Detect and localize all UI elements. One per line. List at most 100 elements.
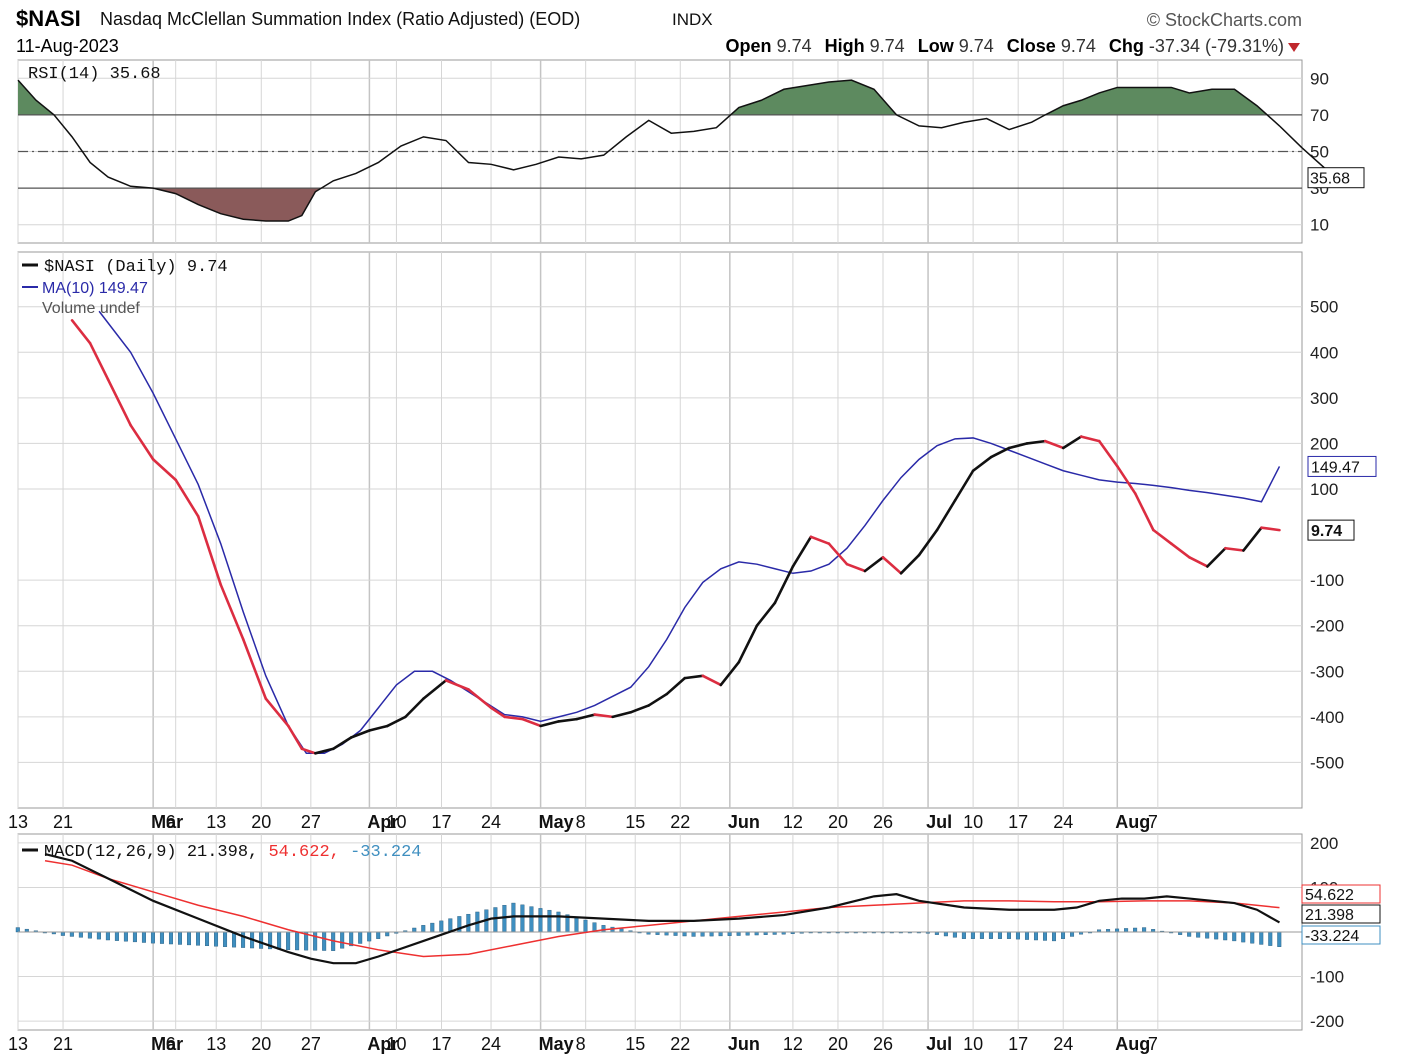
histogram-bar [105,931,110,941]
price-segment [386,715,407,728]
histogram-bar [15,927,20,933]
price-ytick-label: -500 [1310,753,1344,772]
x-tick-label-price: Jun [728,812,760,832]
price-segment [971,455,993,473]
price-last-value-box [1307,519,1355,541]
histogram-bar [60,931,65,936]
price-segment [368,724,389,732]
ohlc-readout: Open 9.74 High 9.74 Low 9.74 Close 9.74 … [718,36,1300,57]
rsi-ytick-label: 70 [1310,106,1329,125]
histogram-bar [583,919,588,933]
histogram-bar [259,931,264,949]
x-tick-label-macd: 17 [1008,1034,1028,1054]
histogram-bar [493,907,498,933]
price-segment [314,747,335,755]
price-ytick-label: -100 [1310,571,1344,590]
x-tick-label-macd: 13 [206,1034,226,1054]
x-tick-label-price: 12 [783,812,803,832]
price-segment [629,704,651,714]
histogram-bar [87,931,92,939]
histogram-bar [385,931,390,937]
histogram-bar [1205,931,1210,939]
price-segment [1043,439,1065,450]
price-segment [264,697,290,728]
price-segment [196,515,223,586]
histogram-bar [1124,928,1129,933]
x-tick-label-price: 27 [301,812,321,832]
price-segment [1188,556,1209,568]
histogram-bar [448,918,453,933]
price-segment [683,674,705,680]
histogram-bar [691,931,696,937]
x-tick-label-macd: 24 [481,1034,501,1054]
price-segment [737,624,759,664]
exchange-label: INDX [672,10,713,29]
rsi-ytick-label: 10 [1310,216,1329,235]
x-tick-label-price: 20 [828,812,848,832]
ma-last-value-box [1307,455,1377,477]
price-segment [219,583,245,641]
price-segment [88,341,110,381]
price-segment [287,724,304,751]
macd-legend-histogram: -33.224 [350,843,421,862]
x-tick-label-price: 7 [1148,812,1158,832]
histogram-bar [421,925,426,933]
price-segment [917,528,939,557]
x-tick-label-macd: Jun [728,1034,760,1054]
histogram-bar [295,931,300,951]
price-segment [521,717,542,728]
rsi-line [17,79,1348,222]
price-segment [575,713,596,721]
x-tick-label-macd: Mar [151,1034,183,1054]
histogram-bar [132,931,137,943]
histogram-bar [78,931,83,938]
rsi-last-value: 35.68 [1310,171,1350,188]
price-segment [1242,526,1263,552]
histogram-bar [367,931,372,942]
histogram-bar [1024,931,1029,940]
histogram-bar [439,920,444,933]
credit-text: StockCharts.com [1164,10,1302,30]
price-ytick-label: -300 [1310,662,1344,681]
price-segment [1061,435,1083,450]
x-tick-label-macd: 13 [8,1034,28,1054]
price-segment [701,674,723,687]
histogram-bar [736,931,741,936]
macd-line [44,852,1281,965]
histogram-bar [556,911,561,933]
rsi-last-value-box [1307,167,1365,189]
histogram-bar [69,931,74,937]
price-ytick-label: 500 [1310,298,1338,317]
histogram-bar [186,931,191,946]
histogram-bar [682,931,687,937]
x-tick-label-price: May [539,812,574,832]
histogram-bar [979,931,984,939]
chg-label: Chg [1108,36,1144,56]
histogram-bar [1061,931,1066,939]
price-segment [467,688,493,710]
open-value: 9.74 [776,36,812,56]
price-segment [1260,526,1281,532]
histogram-bar [601,925,606,933]
x-tick-label-macd: Aug [1115,1034,1150,1054]
x-tick-label-macd: 20 [828,1034,848,1054]
x-tick-label-macd: 26 [873,1034,893,1054]
histogram-bar [529,906,534,933]
price-segment [241,638,268,700]
price-ytick-label: 400 [1310,343,1338,362]
macd-ytick-label: 200 [1310,834,1338,853]
histogram-bar [1015,931,1020,940]
macd-last-value-box-1 [1301,904,1381,924]
price-segment [1097,439,1119,468]
price-segment [809,535,831,545]
histogram-bar [1070,931,1075,937]
x-tick-label-price: 6 [166,812,176,832]
histogram-bar [1214,931,1219,940]
x-tick-label-macd: 21 [53,1034,73,1054]
rsi-overbought-fill [18,80,1348,115]
histogram-bar [114,931,119,941]
histogram-bar [277,931,282,950]
histogram-bar [952,931,957,938]
x-tick-label-macd: 24 [1053,1034,1073,1054]
